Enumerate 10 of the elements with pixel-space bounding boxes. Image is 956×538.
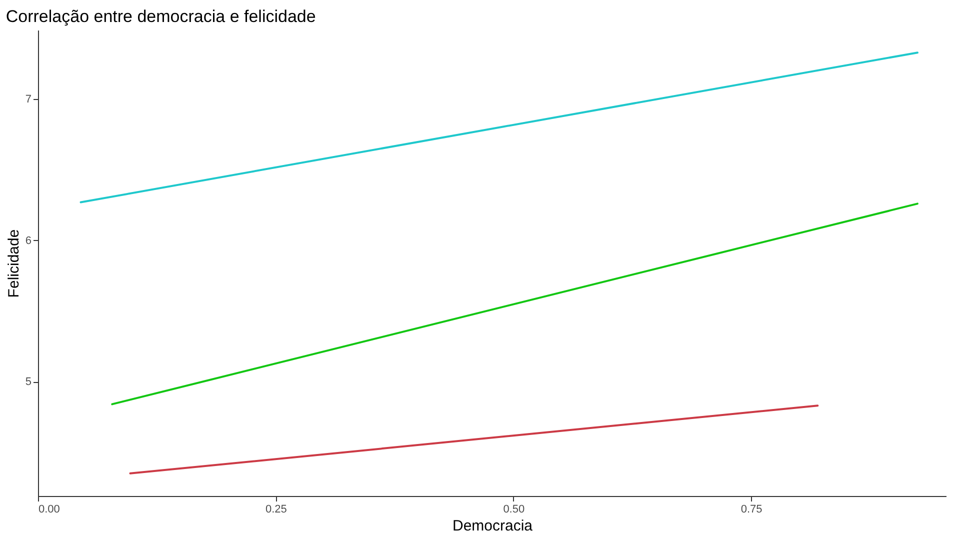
x-tick-label: 0.75: [740, 504, 762, 516]
y-tick-label: 7: [25, 94, 32, 106]
x-tick-label: 0.50: [503, 504, 525, 516]
y-axis-title: Felicidade: [5, 229, 22, 298]
chart-title: Correlação entre democracia e felicidade: [6, 7, 316, 26]
y-tick-label: 6: [25, 234, 32, 247]
y-tick-label: 5: [25, 376, 32, 388]
x-tick-label: 0.25: [265, 504, 287, 516]
x-tick-label: 0.00: [38, 504, 60, 516]
x-axis-title: Democracia: [452, 518, 534, 534]
